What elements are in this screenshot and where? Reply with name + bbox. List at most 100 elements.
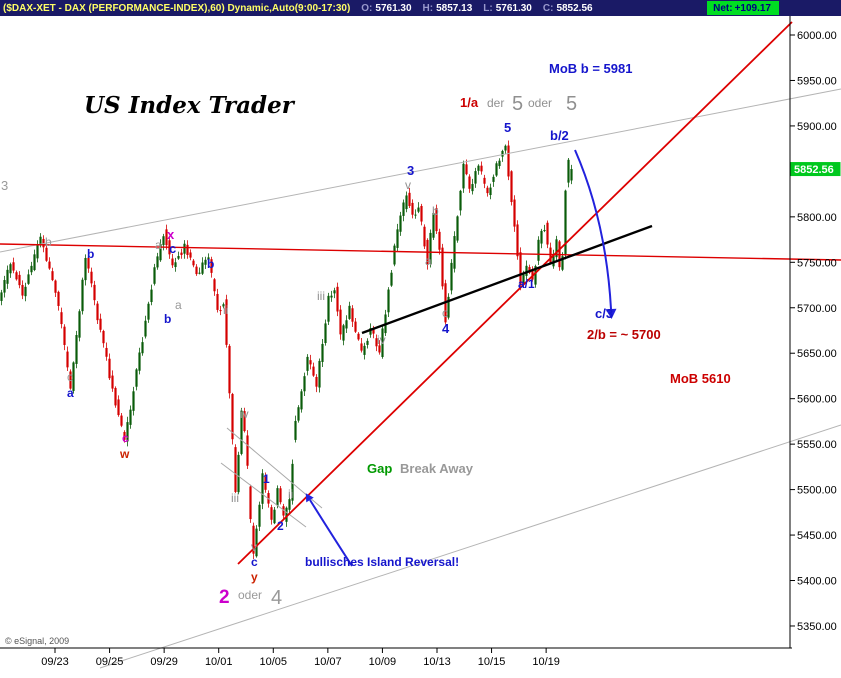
arrowhead	[605, 308, 617, 319]
y-axis-label: 5550.00	[797, 439, 837, 451]
y-axis-label: 5600.00	[797, 394, 837, 406]
trendline	[99, 424, 841, 669]
window-titlebar[interactable]: ($DAX-XET - DAX (PERFORMANCE-INDEX),60) …	[0, 0, 841, 16]
net-change-badge: Net: +109.17	[707, 1, 779, 15]
arrow	[309, 499, 353, 567]
open-value: 5761.30	[375, 2, 412, 14]
wave-label: iv	[377, 333, 386, 347]
label-oder-2: oder	[238, 588, 262, 602]
annotation-arrows	[305, 149, 617, 567]
trendline	[220, 462, 307, 528]
y-axis-label: 5450.00	[797, 530, 837, 542]
close-value: 5852.56	[556, 2, 593, 14]
wave-label: b	[164, 312, 171, 326]
wave-label: b	[432, 204, 439, 218]
big-5-first: 5	[512, 93, 523, 115]
arrow	[574, 149, 612, 310]
island-reversal-note: bullisches Island Reversal!	[305, 555, 459, 569]
x-axis-label: 09/29	[150, 656, 178, 668]
big-2: 2	[219, 587, 230, 608]
wave-label: b	[45, 235, 52, 249]
wave-label: c	[122, 431, 129, 445]
y-axis-label: 5900.00	[797, 121, 837, 133]
wave-c3-target: c/3	[595, 306, 613, 321]
chart-symbol-title: ($DAX-XET - DAX (PERFORMANCE-INDEX),60) …	[3, 2, 351, 14]
esignal-copyright: © eSignal, 2009	[5, 636, 69, 646]
target-2b-5700: 2/b = ~ 5700	[587, 327, 661, 342]
x-axis-label: 10/19	[532, 656, 560, 668]
wave-label: c	[67, 370, 73, 384]
y-axis-label: 5750.00	[797, 257, 837, 269]
left-edge-3: 3	[1, 178, 8, 193]
y-axis-label: 5650.00	[797, 348, 837, 360]
wave-label: iv	[240, 407, 249, 421]
trendline	[0, 88, 841, 253]
y-axis-label: 5800.00	[797, 212, 837, 224]
wave-c-top: c	[169, 241, 176, 256]
wave-4: 4	[442, 321, 450, 336]
wave-label: b	[87, 247, 94, 261]
wave-label: a	[67, 386, 74, 400]
x-axis-label: 10/15	[478, 656, 506, 668]
wave-y: y	[251, 570, 258, 584]
wave-5: 5	[504, 120, 511, 135]
x-axis-label: 10/09	[369, 656, 397, 668]
low-label: L:	[483, 2, 493, 14]
y-axis-label: 6000.00	[797, 30, 837, 42]
wave-label: v	[251, 540, 257, 554]
label-oder: oder	[528, 96, 552, 110]
wave-x: x	[167, 227, 175, 242]
last-price-tag: 5852.56	[790, 162, 841, 177]
x-axis-label: 10/05	[260, 656, 288, 668]
x-axis-label: 10/01	[205, 656, 233, 668]
wave-label: a	[425, 254, 432, 268]
wave-label: ii	[223, 303, 228, 317]
watermark-title: US Index Trader	[84, 92, 296, 119]
high-value: 5857.13	[436, 2, 473, 14]
wave-v-top: v	[405, 178, 411, 192]
wave-label: a	[175, 298, 182, 312]
net-value: +109.17	[734, 2, 771, 14]
trendline	[0, 243, 841, 261]
wave-label: a	[155, 238, 162, 252]
net-label: Net:	[713, 2, 733, 14]
close-label: C:	[542, 2, 554, 14]
x-axis-label: 10/13	[423, 656, 451, 668]
label-der: der	[487, 96, 504, 110]
wave-b2: b/2	[550, 128, 569, 143]
x-axis-label: 10/07	[314, 656, 342, 668]
ohlc-high-field: H: 5857.13	[423, 3, 473, 14]
wave-label: c	[251, 555, 258, 569]
time-axis[interactable]: 09/23 09/25 09/29 10/01 10/05 10/07 10/09 10/13…	[0, 647, 792, 668]
big-5-second: 5	[566, 93, 577, 115]
wave-1a: 1/a	[460, 95, 479, 110]
x-axis-label: 09/25	[96, 656, 124, 668]
trendline	[237, 21, 793, 565]
mob-5610: MoB 5610	[670, 371, 731, 386]
ohlc-low-field: L: 5761.30	[483, 3, 532, 14]
y-axis-label: 5950.00	[797, 75, 837, 87]
high-label: H:	[422, 2, 434, 14]
ohlc-close-field: C: 5852.56	[543, 3, 593, 14]
price-axis[interactable]: 6000.005950.005900.005850.005800.005750.…	[789, 16, 837, 648]
gap-label: Gap	[367, 461, 392, 476]
last-price-value: 5852.56	[794, 164, 834, 176]
y-axis-label: 5400.00	[797, 576, 837, 588]
wave-label: iii	[231, 491, 239, 505]
ohlc-open-field: O: 5761.30	[361, 3, 411, 14]
y-axis-label: 5350.00	[797, 621, 837, 633]
y-axis-label: 5500.00	[797, 485, 837, 497]
wave-3: 3	[407, 163, 414, 178]
y-axis-label: 5700.00	[797, 303, 837, 315]
wave-a1: a/1	[518, 277, 535, 291]
mob-b-target: MoB b = 5981	[549, 61, 632, 76]
low-value: 5761.30	[495, 2, 532, 14]
wave-label: 2	[277, 519, 284, 533]
open-label: O:	[361, 2, 373, 14]
wave-label: 1	[263, 472, 270, 486]
wave-label: ii	[288, 487, 293, 501]
wave-label: c	[442, 306, 448, 320]
